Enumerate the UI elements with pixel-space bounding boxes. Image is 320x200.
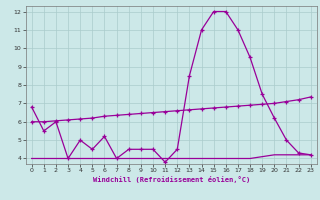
X-axis label: Windchill (Refroidissement éolien,°C): Windchill (Refroidissement éolien,°C) <box>92 176 250 183</box>
